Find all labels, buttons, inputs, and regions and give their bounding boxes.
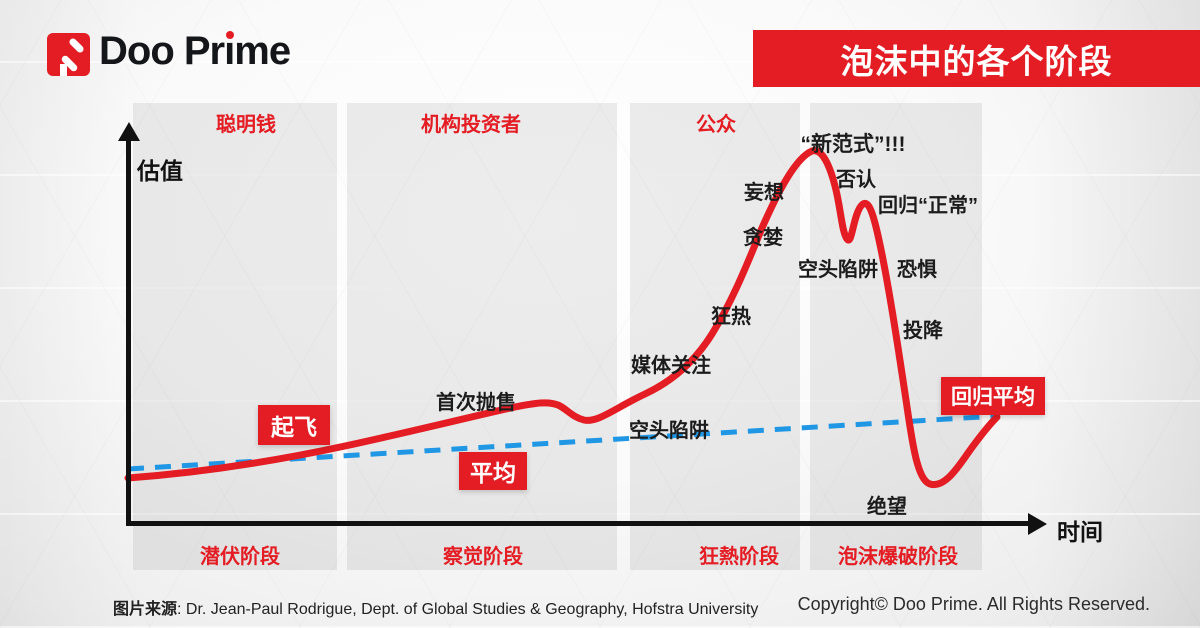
annotation-denial: 否认 bbox=[836, 169, 876, 191]
annotation-despair: 绝望 bbox=[867, 496, 907, 518]
annotation-capitulation: 投降 bbox=[903, 320, 943, 342]
group-label-smart-money: 聪明钱 bbox=[216, 114, 276, 136]
logo-notch bbox=[60, 64, 67, 76]
band-awareness bbox=[347, 103, 617, 570]
phase-label-mania: 狂熱阶段 bbox=[699, 546, 779, 568]
annotation-fear: 恐惧 bbox=[897, 259, 937, 281]
image-source-credit: 图片来源: Dr. Jean-Paul Rodrigue, Dept. of G… bbox=[113, 601, 759, 618]
take-off-badge: 起飞 bbox=[258, 405, 330, 445]
title-banner: 泡沫中的各个阶段 bbox=[753, 30, 1200, 87]
x-axis-label: 时间 bbox=[1057, 519, 1103, 545]
return-to-mean-badge: 回归平均 bbox=[941, 377, 1045, 415]
band-mania bbox=[630, 103, 800, 570]
x-axis-arrow-icon bbox=[1028, 513, 1047, 535]
logo-i-dot bbox=[226, 31, 235, 39]
y-axis-arrow-icon bbox=[118, 122, 140, 141]
group-label-public: 公众 bbox=[696, 114, 736, 136]
mean-badge: 平均 bbox=[459, 452, 527, 490]
annotation-enthusiasm: 狂热 bbox=[711, 306, 751, 328]
annotation-delusion: 妄想 bbox=[744, 182, 784, 204]
annotation-greed: 贪婪 bbox=[743, 227, 783, 249]
y-axis-label: 估值 bbox=[137, 158, 183, 184]
annotation-media-attention: 媒体关注 bbox=[631, 355, 711, 377]
phase-label-stealth: 潜伏阶段 bbox=[200, 546, 280, 568]
annotation-new-paradigm: “新范式”!!! bbox=[800, 133, 906, 156]
annotation-bear-trap-upper: 空头陷阱 bbox=[798, 259, 878, 281]
doo-prime-logo-icon bbox=[47, 33, 90, 76]
y-axis bbox=[126, 138, 131, 525]
annotation-first-sell-off: 首次抛售 bbox=[436, 392, 516, 414]
phase-label-awareness: 察觉阶段 bbox=[443, 546, 523, 568]
phase-label-blowoff: 泡沫爆破阶段 bbox=[838, 546, 958, 568]
x-axis bbox=[126, 521, 1030, 526]
annotation-bear-trap: 空头陷阱 bbox=[629, 420, 709, 442]
copyright-notice: Copyright© Doo Prime. All Rights Reserve… bbox=[797, 594, 1150, 614]
brand-name: Doo Prı me bbox=[99, 29, 291, 73]
logo-slash-icon bbox=[68, 37, 85, 54]
annotation-return-to-normal: 回归“正常” bbox=[878, 195, 978, 217]
group-label-institutional: 机构投资者 bbox=[421, 114, 521, 136]
